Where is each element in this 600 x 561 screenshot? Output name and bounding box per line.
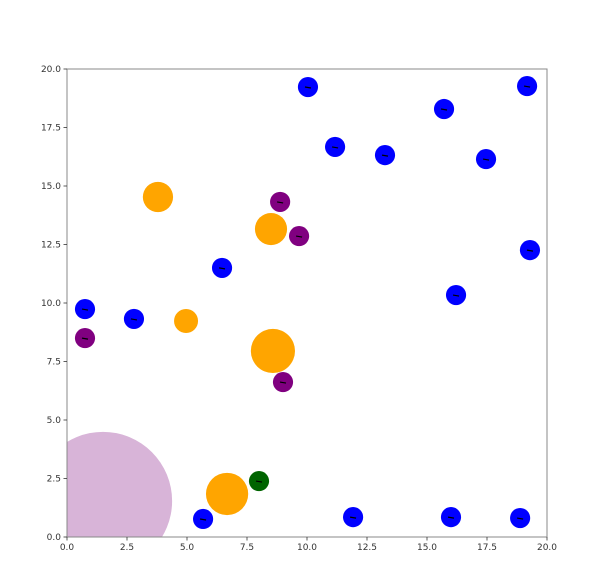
- velocity-arrow-icon: [447, 516, 455, 519]
- x-tick-label: 10.0: [297, 543, 317, 553]
- velocity-arrow-icon: [199, 518, 207, 521]
- y-tick-label: 0.0: [47, 533, 62, 543]
- velocity-arrow-icon: [277, 201, 284, 204]
- x-tick-label: 0.0: [60, 543, 75, 553]
- y-tick-label: 20.0: [41, 65, 61, 75]
- velocity-arrow-icon: [482, 158, 490, 161]
- velocity-arrow-icon: [526, 249, 534, 252]
- x-tick-label: 12.5: [357, 543, 377, 553]
- x-axis: 0.0 2.5 5.0 7.5 10.0 12.5 15.0 17.5 20.0: [60, 537, 557, 553]
- x-tick-label: 15.0: [417, 543, 437, 553]
- y-tick-label: 2.5: [47, 475, 61, 485]
- orange-point: [205, 472, 249, 516]
- x-tick-label: 17.5: [477, 543, 497, 553]
- velocity-arrow-icon: [331, 146, 339, 149]
- orange-point: [174, 309, 199, 334]
- y-tick-label: 7.5: [47, 358, 61, 368]
- velocity-arrow-icon: [523, 85, 531, 88]
- x-tick-label: 7.5: [240, 543, 254, 553]
- orange-point: [254, 212, 288, 246]
- velocity-arrow-icon: [349, 516, 357, 519]
- velocity-arrow-icon: [452, 294, 460, 297]
- y-tick-label: 10.0: [41, 299, 61, 309]
- y-tick-label: 12.5: [41, 241, 61, 251]
- x-tick-label: 5.0: [180, 543, 195, 553]
- velocity-arrow-icon: [304, 86, 312, 89]
- lavender-point: [67, 431, 173, 537]
- velocity-arrow-icon: [130, 318, 138, 321]
- y-tick-label: 5.0: [47, 416, 62, 426]
- orange-point: [142, 181, 174, 213]
- velocity-arrow-icon: [295, 235, 303, 238]
- velocity-arrow-icon: [218, 267, 226, 270]
- x-tick-label: 2.5: [120, 543, 134, 553]
- points-layer: [67, 76, 541, 537]
- velocity-arrow-icon: [81, 308, 89, 311]
- velocity-arrow-icon: [279, 381, 287, 384]
- y-axis: 0.0 2.5 5.0 7.5 10.0 12.5 15.0 17.5 20.0: [41, 65, 67, 543]
- velocity-arrow-icon: [440, 108, 448, 111]
- x-tick-label: 20.0: [537, 543, 557, 553]
- y-tick-label: 17.5: [41, 124, 61, 134]
- velocity-arrow-icon: [517, 517, 524, 520]
- velocity-arrow-icon: [81, 337, 89, 340]
- orange-point: [250, 328, 295, 374]
- velocity-arrow-icon: [381, 154, 389, 157]
- y-tick-label: 15.0: [41, 182, 61, 192]
- velocity-arrow-icon: [255, 480, 263, 483]
